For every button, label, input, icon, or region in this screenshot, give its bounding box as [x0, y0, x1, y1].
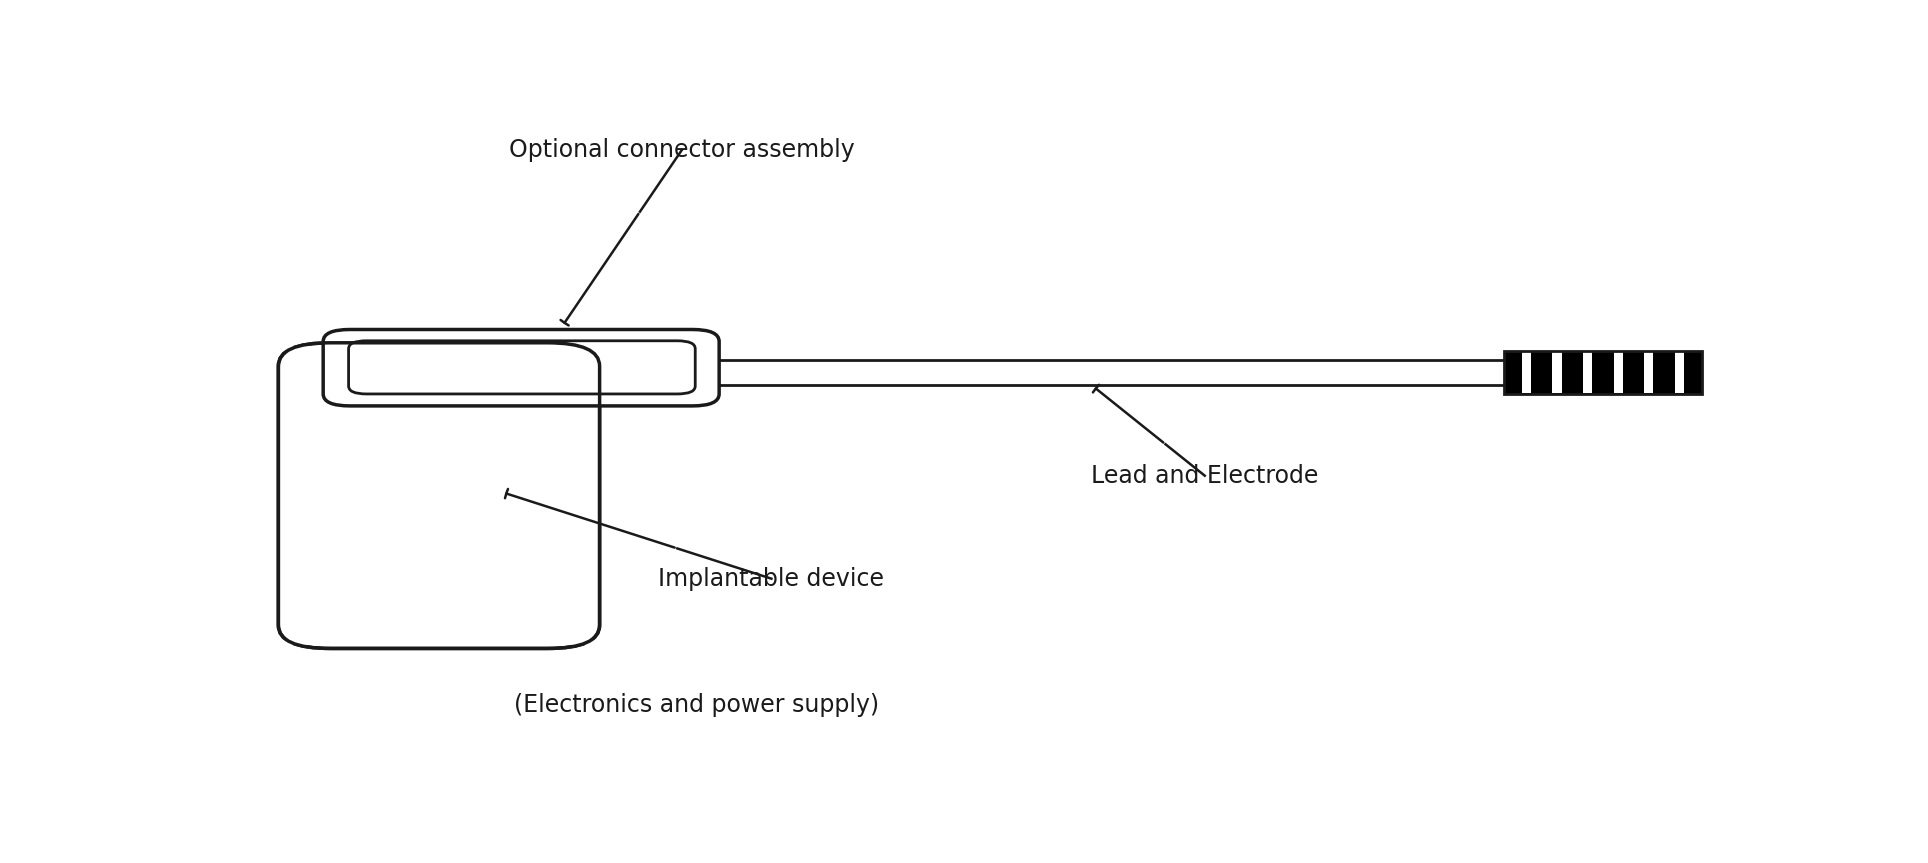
FancyBboxPatch shape — [324, 330, 719, 406]
Bar — [1504, 351, 1702, 394]
FancyBboxPatch shape — [349, 341, 696, 394]
Text: Implantable device: Implantable device — [659, 567, 885, 590]
Bar — [285, 346, 592, 646]
Bar — [1675, 352, 1683, 393]
FancyBboxPatch shape — [278, 343, 600, 648]
Bar — [324, 360, 1639, 385]
Bar — [1552, 352, 1562, 393]
Bar — [1614, 352, 1623, 393]
Bar — [1583, 352, 1593, 393]
Bar — [1521, 352, 1531, 393]
Text: Optional connector assembly: Optional connector assembly — [509, 138, 854, 162]
Text: (Electronics and power supply): (Electronics and power supply) — [515, 693, 879, 717]
Text: Lead and Electrode: Lead and Electrode — [1091, 463, 1319, 488]
Bar — [1504, 351, 1702, 394]
Bar — [1645, 352, 1654, 393]
